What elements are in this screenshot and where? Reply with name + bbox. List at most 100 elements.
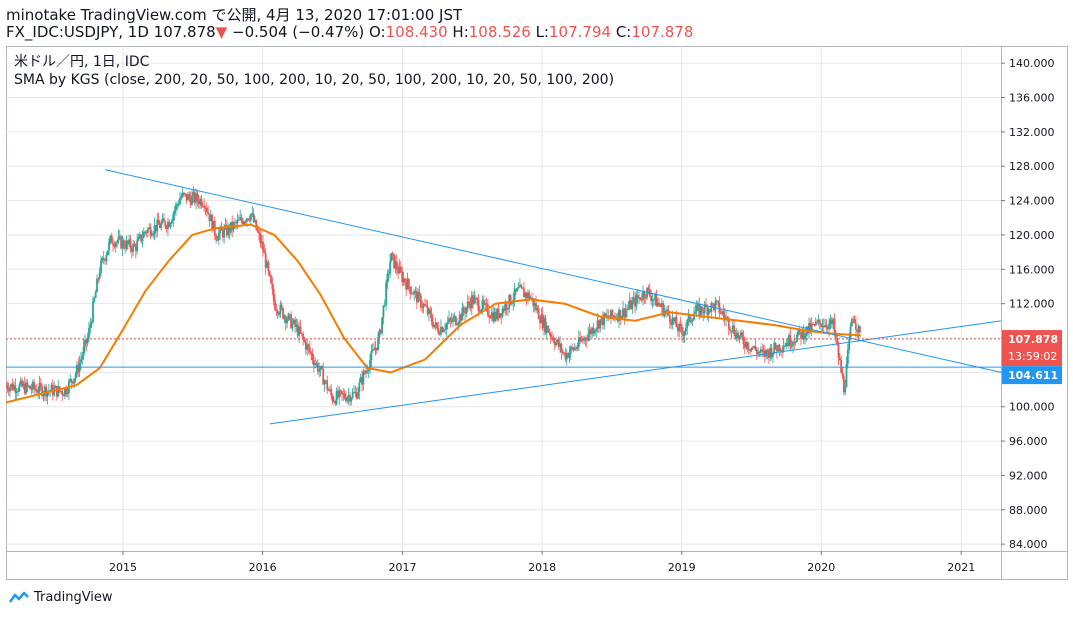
candle-body: [603, 313, 606, 325]
candle-body: [177, 204, 180, 206]
candle-body: [480, 309, 483, 312]
candle-body: [335, 391, 338, 405]
candle-body: [17, 390, 19, 392]
price-tick-label: 116.000: [1009, 263, 1055, 276]
candle-body: [284, 316, 287, 324]
candle-body: [746, 341, 749, 350]
candle-body: [773, 342, 776, 353]
candle-body: [838, 357, 841, 360]
candle-body: [145, 231, 148, 233]
candle-body: [114, 243, 117, 247]
candle-body: [797, 328, 800, 335]
candle-body: [651, 299, 654, 302]
candle-body: [296, 324, 299, 336]
chart-area[interactable]: 140.000 136.000 132.000 128.000 124.000 120.0…: [5, 46, 1068, 580]
candle-body: [402, 278, 405, 283]
candle-body: [478, 310, 481, 312]
candle-body: [110, 235, 113, 244]
candle-body: [520, 284, 523, 288]
candle-body: [176, 204, 179, 206]
candle-body: [689, 315, 691, 323]
candle-body: [846, 349, 849, 364]
candle-body: [191, 195, 193, 205]
candle-body: [575, 347, 578, 349]
candle-body: [576, 347, 579, 349]
price-chart[interactable]: 140.000 136.000 132.000 128.000 124.000 120.0…: [5, 46, 1068, 580]
candle-body: [549, 333, 552, 338]
candle-body: [70, 379, 73, 382]
candle-body: [417, 292, 420, 303]
candle-body: [501, 308, 504, 317]
candle-body: [462, 307, 465, 312]
candle-body: [312, 360, 315, 366]
candle-body: [54, 386, 57, 389]
candle-body: [324, 380, 327, 382]
candle-body: [303, 338, 306, 342]
candle-body: [679, 323, 682, 327]
candle-body: [300, 332, 303, 335]
candle-body: [750, 347, 753, 351]
candle-body: [197, 200, 200, 205]
high-value: 108.526: [468, 23, 531, 41]
candle-body: [490, 312, 493, 319]
candle-body: [524, 293, 527, 298]
candle-body: [652, 299, 655, 301]
candle-body: [308, 347, 311, 353]
candle-body: [215, 235, 218, 241]
candle-body: [259, 233, 262, 244]
candle-body: [505, 303, 508, 310]
candle-body: [403, 278, 406, 283]
candle-body: [255, 220, 258, 230]
candle-body: [160, 223, 163, 228]
candle-body: [50, 384, 53, 391]
time-tick-label: 2020: [807, 561, 835, 574]
candle-body: [29, 385, 31, 389]
candle-body: [816, 321, 818, 323]
candle-body: [424, 304, 426, 306]
candle-body: [556, 339, 559, 343]
candle-body: [84, 339, 86, 347]
candle-body: [172, 213, 175, 221]
candle-body: [414, 290, 417, 292]
candle-body: [730, 330, 733, 332]
candle-body: [789, 335, 792, 347]
candle-body: [391, 252, 394, 255]
trendline: [269, 320, 1002, 425]
candle-body: [10, 383, 13, 387]
candle-body: [168, 221, 171, 227]
candle-body: [755, 349, 758, 354]
candle-body: [751, 347, 754, 349]
candle-body: [381, 317, 383, 334]
candle-body: [832, 318, 835, 325]
candle-body: [638, 297, 640, 299]
candle-body: [279, 304, 282, 315]
candle-body: [842, 376, 845, 393]
candle-body: [72, 381, 74, 384]
candle-body: [55, 386, 58, 397]
candle-body: [42, 393, 45, 397]
price-tick-label: 112.000: [1009, 298, 1055, 311]
candle-body: [288, 314, 291, 316]
candle-body: [141, 237, 144, 242]
candle-body: [568, 352, 571, 358]
candle-body: [465, 307, 468, 314]
candle-body: [461, 307, 464, 321]
candle-body: [709, 309, 711, 312]
candle-body: [792, 341, 794, 346]
candle-body: [367, 369, 370, 372]
candle-body: [38, 382, 41, 393]
candle-body: [251, 213, 254, 215]
candle-body: [385, 282, 388, 305]
candle-body: [722, 311, 725, 316]
time-tick-label: 2015: [109, 561, 137, 574]
candle-body: [698, 304, 701, 316]
candle-body: [833, 318, 836, 333]
candle-body: [658, 302, 661, 305]
candle-body: [130, 248, 133, 252]
candle-body: [604, 313, 607, 317]
candle-body: [473, 297, 476, 304]
candle-body: [771, 352, 774, 358]
candle-body: [618, 309, 620, 322]
candle-body: [822, 325, 825, 328]
candle-body: [217, 232, 220, 240]
